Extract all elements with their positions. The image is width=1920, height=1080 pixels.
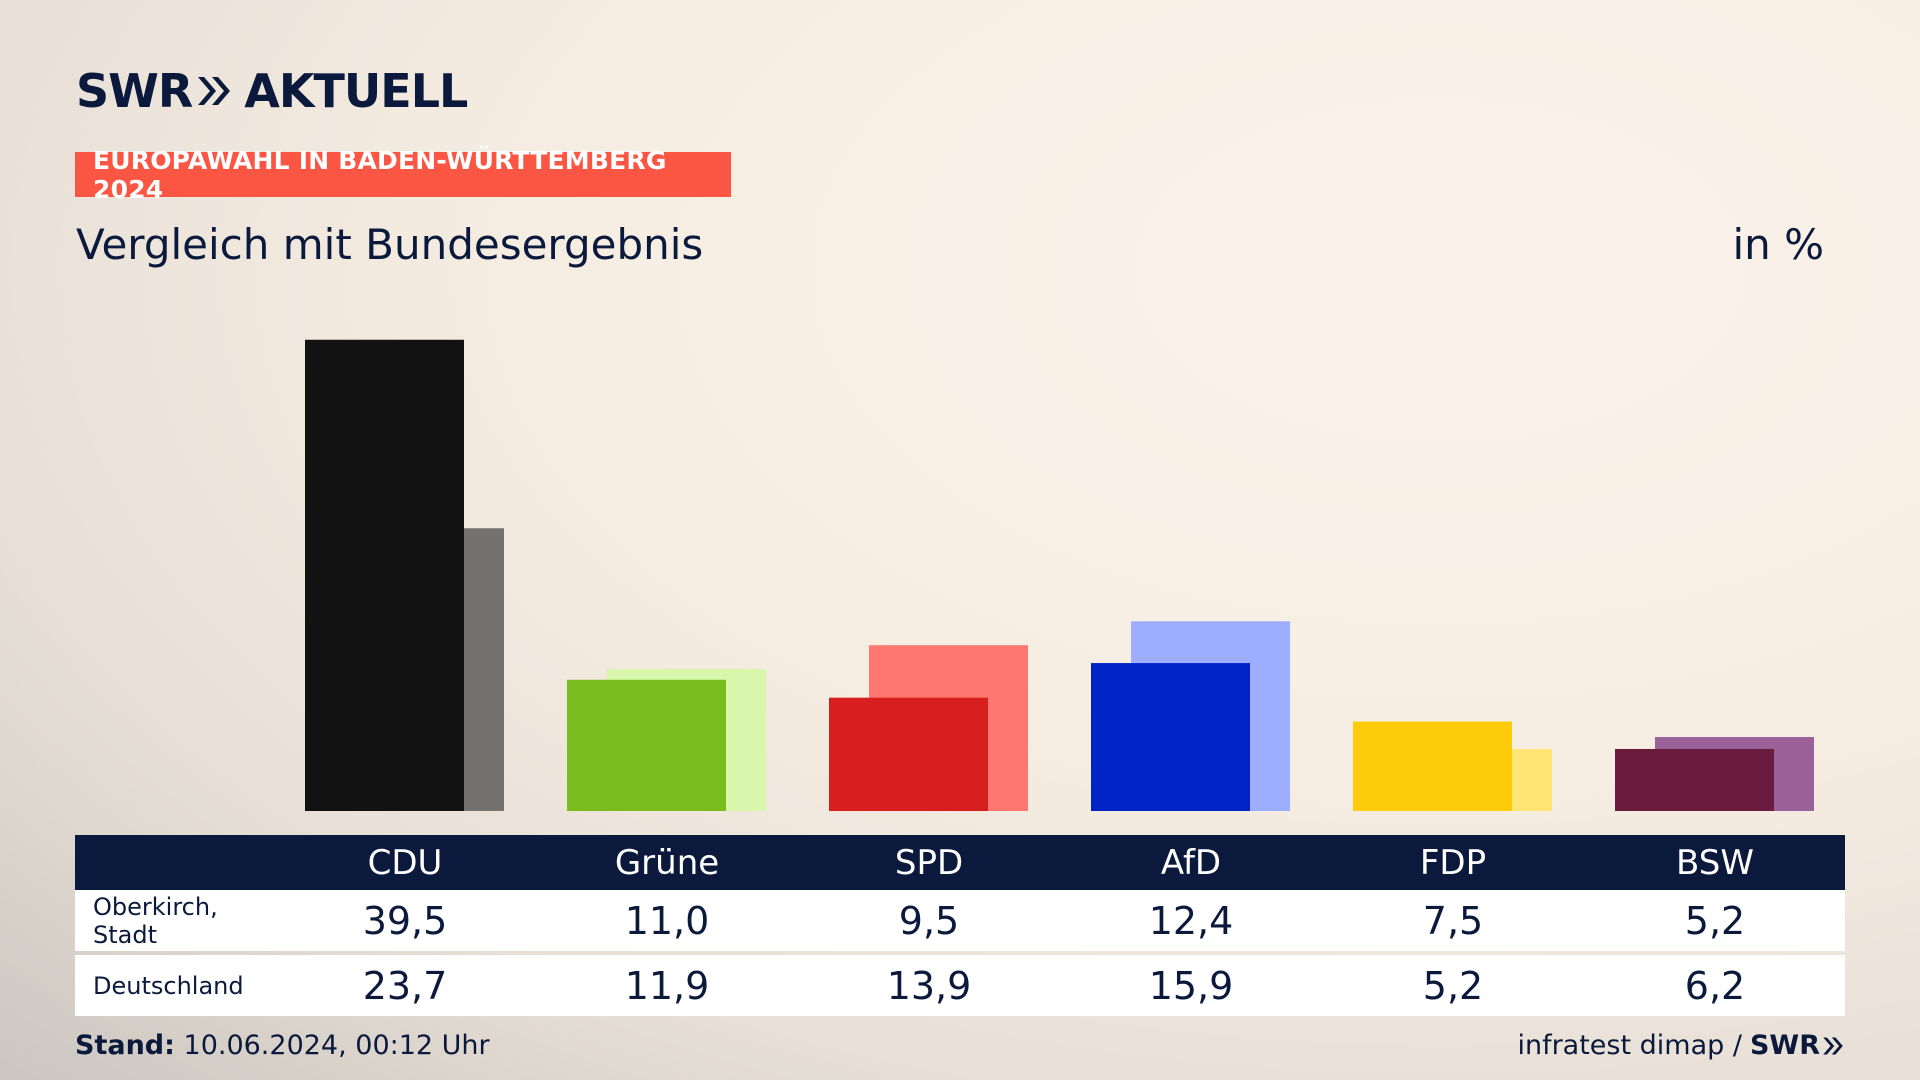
- table-cell: 12,4: [1148, 898, 1234, 943]
- table-cell: 7,5: [1422, 898, 1484, 943]
- logo-aktuell-text: AKTUELL: [244, 64, 468, 118]
- column-header: Grüne: [614, 842, 720, 883]
- swr-aktuell-logo: SWR AKTUELL: [76, 64, 468, 118]
- column-header: SPD: [894, 842, 964, 883]
- election-tag: EUROPAWAHL IN BADEN-WÜRTTEMBERG 2024: [75, 146, 731, 204]
- stand-value: 10.06.2024, 00:12 Uhr: [183, 1030, 490, 1061]
- bar-oberkirch-0: [305, 339, 464, 811]
- double-chevron-icon: [1823, 1036, 1843, 1055]
- table-cell: 15,9: [1148, 963, 1234, 1008]
- results-table: CDU Grüne SPD AfD FDP BSW Oberkirch, Stadt 39…: [75, 835, 1845, 1016]
- table-row: Oberkirch, Stadt 39,5 11,0 9,5 12,4 7,5 5,2: [75, 890, 1845, 951]
- unit-label: in %: [1732, 220, 1824, 269]
- election-tag-text: EUROPAWAHL IN BADEN-WÜRTTEMBERG 2024: [93, 145, 667, 204]
- bar-oberkirch-1: [567, 679, 726, 811]
- source-text: infratest dimap /: [1517, 1030, 1742, 1061]
- bar-oberkirch-4: [1353, 721, 1512, 811]
- table-cell: 13,9: [886, 963, 972, 1008]
- column-header: BSW: [1676, 842, 1754, 883]
- bar-oberkirch-3: [1091, 663, 1250, 811]
- bar-oberkirch-5: [1615, 748, 1774, 811]
- column-header: FDP: [1419, 842, 1487, 883]
- double-chevron-icon: [196, 73, 232, 109]
- logo-swr-text: SWR: [76, 64, 193, 118]
- source-credit: infratest dimap / SWR: [1517, 1030, 1844, 1061]
- table-cell: 9,5: [898, 898, 960, 943]
- bar-oberkirch-2: [829, 697, 988, 811]
- timestamp: Stand: 10.06.2024, 00:12 Uhr: [75, 1030, 490, 1061]
- table-cell: 5,2: [1684, 898, 1746, 943]
- table-cell: 11,9: [624, 963, 710, 1008]
- source-brand: SWR: [1750, 1030, 1844, 1061]
- table-cell: 11,0: [624, 898, 710, 943]
- stand-label: Stand:: [75, 1030, 175, 1061]
- table-cell: 23,7: [362, 963, 448, 1008]
- column-header: AfD: [1160, 842, 1222, 883]
- table-row: Deutschland 23,7 11,9 13,9 15,9 5,2 6,2: [75, 955, 1845, 1016]
- table-cell: 39,5: [362, 898, 448, 943]
- table-cell: 5,2: [1422, 963, 1484, 1008]
- column-header: CDU: [367, 842, 443, 883]
- chart-subtitle: Vergleich mit Bundesergebnis: [76, 220, 704, 269]
- source-brand-text: SWR: [1749, 1030, 1820, 1061]
- table-cell: 6,2: [1684, 963, 1746, 1008]
- row-label: Deutschland: [93, 971, 244, 1000]
- row-label: Oberkirch, Stadt: [93, 892, 218, 949]
- table-header: CDU Grüne SPD AfD FDP BSW: [75, 835, 1845, 890]
